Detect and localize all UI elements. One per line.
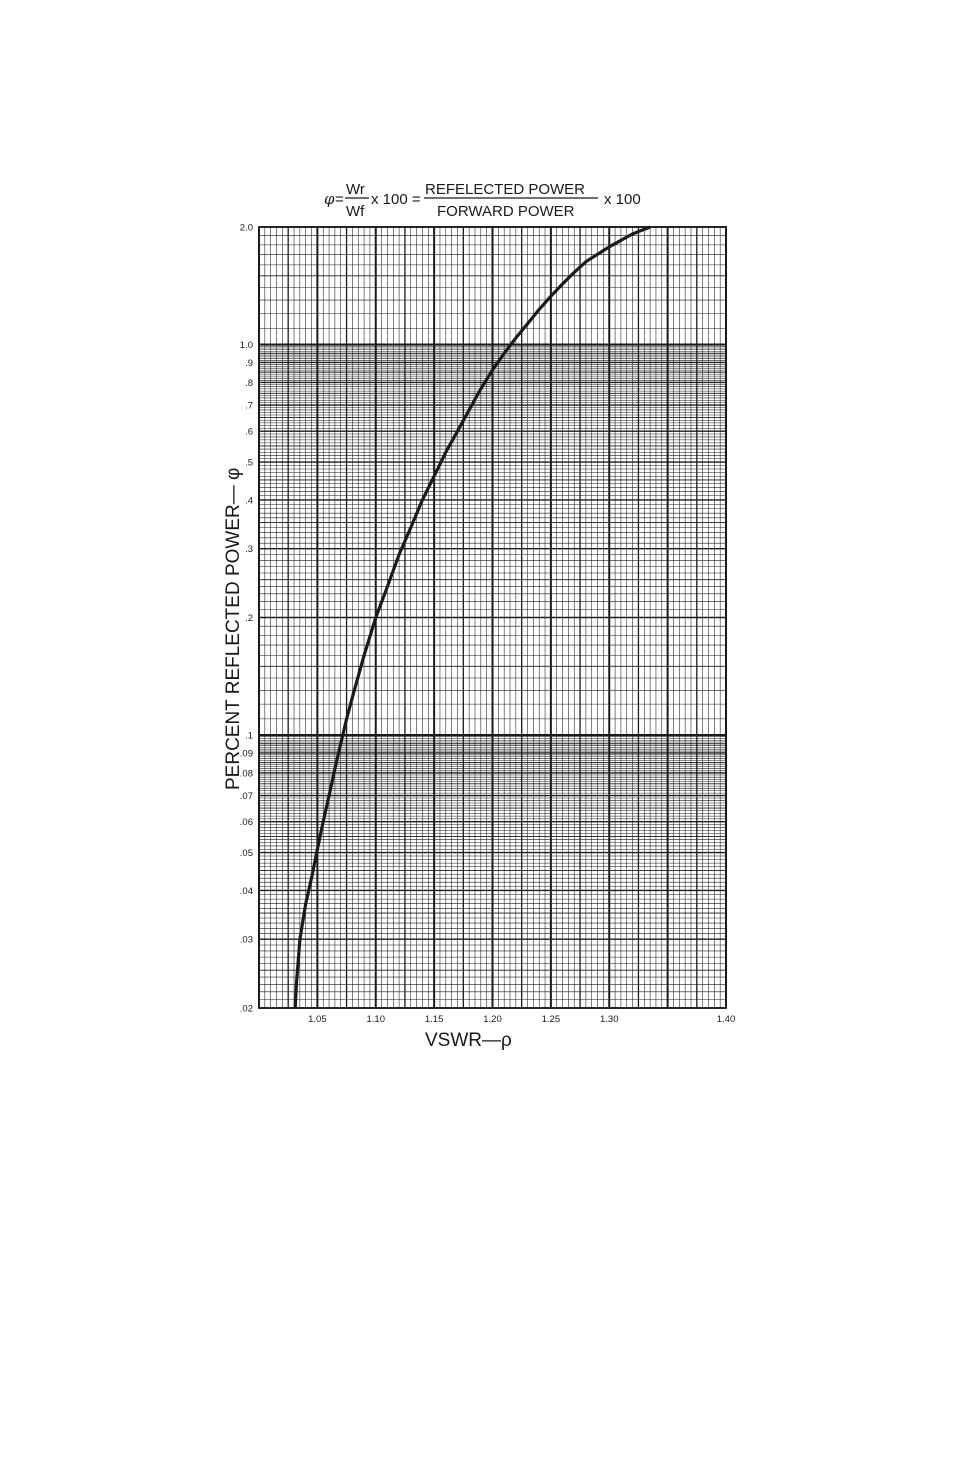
plot-frame (258, 226, 727, 1009)
formula-numerator: REFELECTED POWER (425, 181, 585, 198)
formula-times100-b: x 100 (604, 191, 641, 208)
y-tick-label: .7 (245, 401, 253, 412)
y-tick-label: 2.0 (240, 223, 253, 234)
y-tick-label: .1 (245, 731, 253, 742)
y-tick-label: .08 (240, 768, 253, 779)
formula-times100-a: x 100 = (371, 191, 421, 208)
x-tick-label: 1.40 (717, 1014, 736, 1025)
formula-wr: Wr (346, 181, 365, 198)
formula-equals: = (335, 191, 344, 208)
x-tick-label: 1.10 (367, 1014, 386, 1025)
y-tick-label: .03 (240, 935, 253, 946)
x-tick-label: 1.30 (600, 1014, 619, 1025)
x-tick-label: 1.15 (425, 1014, 444, 1025)
chart-grid (258, 226, 727, 1009)
y-tick-label: .2 (245, 613, 253, 624)
formula-wf: Wf (346, 203, 365, 220)
curve-layer (293, 225, 651, 1009)
y-tick-label: .09 (240, 748, 253, 759)
x-tick-labels: 1.05 1.10 1.15 1.20 1.25 1.30 1.40 (308, 1014, 735, 1025)
y-tick-label: .04 (240, 886, 253, 897)
y-tick-labels: 2.0 1.0 .9 .8 .7 .6 .5 .4 .3 .2 .1 .09 .08 .07 .06 .05.… (240, 223, 253, 1015)
formula: φ = Wr Wf x 100 = REFELECTED POWER FORWA… (324, 181, 641, 220)
y-axis-title: PERCENT REFLECTED POWER— φ (223, 468, 244, 790)
y-tick-label: .9 (245, 358, 253, 369)
y-tick-label: 1.0 (240, 340, 253, 351)
y-tick-label: .07 (240, 791, 253, 802)
x-tick-label: 1.05 (308, 1014, 327, 1025)
formula-phi: φ (324, 190, 335, 208)
formula-denominator: FORWARD POWER (437, 203, 575, 220)
y-tick-label: .3 (245, 544, 253, 555)
x-axis-title: VSWR—ρ (425, 1030, 512, 1051)
series-line (293, 225, 651, 1009)
y-tick-label: .5 (245, 458, 253, 469)
y-tick-label: .4 (245, 495, 253, 506)
y-tick-label: .6 (245, 427, 253, 438)
y-tick-label: .06 (240, 817, 253, 828)
x-tick-label: 1.25 (542, 1014, 561, 1025)
x-tick-label: 1.20 (483, 1014, 502, 1025)
y-tick-label: .05 (240, 848, 253, 859)
y-tick-label: .02 (240, 1004, 253, 1015)
y-tick-label: .8 (245, 378, 253, 389)
